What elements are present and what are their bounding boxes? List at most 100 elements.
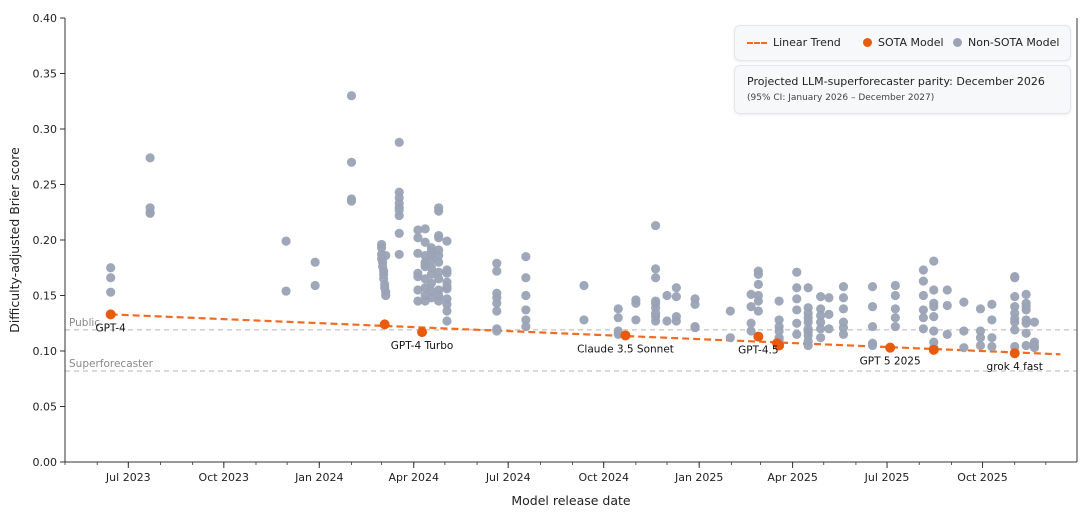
non-sota-point <box>492 258 502 268</box>
non-sota-point <box>987 299 997 309</box>
non-sota-point <box>792 267 802 277</box>
non-sota-point <box>650 316 661 326</box>
legend-sota-label: SOTA Model <box>878 36 944 49</box>
non-sota-point <box>824 293 834 303</box>
non-sota-point <box>725 306 735 316</box>
non-sota-point <box>346 196 357 206</box>
x-tick-label: Oct 2025 <box>957 471 1008 484</box>
non-sota-point <box>1010 317 1020 327</box>
legend-non-sota-label: Non-SOTA Model <box>968 36 1060 49</box>
non-sota-point <box>420 224 430 234</box>
non-sota-point <box>521 290 531 301</box>
non-sota-point <box>346 157 357 167</box>
non-sota-point <box>1029 317 1040 327</box>
non-sota-point <box>426 255 436 265</box>
non-sota-point <box>753 269 763 280</box>
non-sota-point <box>662 290 672 301</box>
non-sota-point <box>838 329 849 339</box>
non-sota-point <box>426 269 436 280</box>
non-sota-point <box>959 326 969 336</box>
non-sota-point <box>310 257 320 267</box>
non-sota-point <box>394 137 404 147</box>
non-sota-point <box>650 264 661 274</box>
non-sota-point <box>426 293 436 303</box>
non-sota-point <box>816 304 826 314</box>
non-sota-point <box>942 300 952 311</box>
non-sota-point <box>434 296 444 306</box>
non-sota-point <box>918 265 928 275</box>
x-tick-label: Apr 2025 <box>767 471 818 484</box>
non-sota-point <box>426 263 436 273</box>
sota-point <box>928 344 939 355</box>
non-sota-point <box>867 282 878 292</box>
non-sota-point <box>774 326 784 336</box>
projection-text: Projected LLM-superforecaster parity: De… <box>747 75 1045 88</box>
non-sota-point <box>890 313 900 323</box>
y-axis-title: Difficulty-adjusted Brier score <box>7 147 22 333</box>
non-sota-point <box>106 273 116 283</box>
sota-point <box>379 319 390 330</box>
non-sota-point <box>867 302 878 312</box>
non-sota-point <box>975 333 986 343</box>
legend-sota-swatch <box>863 38 872 47</box>
non-sota-point <box>426 278 436 288</box>
non-sota-point <box>1021 289 1031 299</box>
non-sota-point <box>838 304 849 314</box>
non-sota-point <box>394 205 404 215</box>
y-tick-label: 0.40 <box>33 12 58 25</box>
non-sota-point <box>690 299 700 309</box>
non-sota-point <box>413 272 423 282</box>
non-sota-point <box>890 290 900 301</box>
non-sota-point <box>918 290 928 301</box>
non-sota-point <box>824 309 834 319</box>
legend-sota: SOTA Model <box>863 36 944 49</box>
non-sota-point <box>442 236 452 246</box>
legend: Linear Trend SOTA Model Non-SOTA Model <box>734 25 1071 61</box>
y-tick-label: 0.20 <box>33 234 58 247</box>
non-sota-point <box>434 267 444 277</box>
non-sota-point <box>838 323 849 333</box>
non-sota-point <box>803 283 813 293</box>
non-sota-point <box>376 243 387 253</box>
non-sota-point <box>521 252 531 262</box>
non-sota-point <box>838 293 849 303</box>
non-sota-point <box>792 283 802 293</box>
y-tick-label: 0.35 <box>33 68 58 81</box>
projection-ci-text: (95% CI: January 2026 – December 2027) <box>747 93 935 103</box>
legend-trend-swatch <box>747 41 767 44</box>
non-sota-point <box>987 341 997 352</box>
sota-point <box>417 327 428 338</box>
non-sota-point <box>918 324 928 334</box>
non-sota-point <box>613 313 623 323</box>
non-sota-point <box>746 302 756 312</box>
y-tick-label: 0.30 <box>33 123 58 136</box>
non-sota-point <box>890 321 900 332</box>
non-sota-point <box>613 304 623 314</box>
non-sota-point <box>492 326 502 336</box>
non-sota-point <box>420 237 430 247</box>
non-sota-point <box>434 274 444 284</box>
non-sota-point <box>492 298 502 308</box>
x-tick-label: Jul 2024 <box>485 471 531 484</box>
trend-line <box>110 313 1061 356</box>
x-tick-label: Jan 2025 <box>674 471 723 484</box>
non-sota-point <box>959 343 969 353</box>
non-sota-point <box>442 316 452 326</box>
non-sota-point <box>816 333 826 343</box>
non-sota-point <box>281 236 291 246</box>
non-sota-point <box>1021 305 1031 315</box>
non-sota-point <box>492 306 502 316</box>
non-sota-point <box>1010 273 1020 283</box>
non-sota-point <box>394 198 404 208</box>
non-sota-point <box>774 315 784 325</box>
non-sota-point <box>413 285 423 295</box>
x-tick-label: Oct 2024 <box>578 471 629 484</box>
y-tick-label: 0.10 <box>33 345 58 358</box>
sota-point <box>753 331 764 342</box>
non-sota-point <box>816 292 826 302</box>
non-sota-point <box>746 326 756 336</box>
non-sota-point <box>1021 340 1031 351</box>
legend-non-sota-swatch <box>953 38 962 47</box>
non-sota-point <box>442 306 452 316</box>
